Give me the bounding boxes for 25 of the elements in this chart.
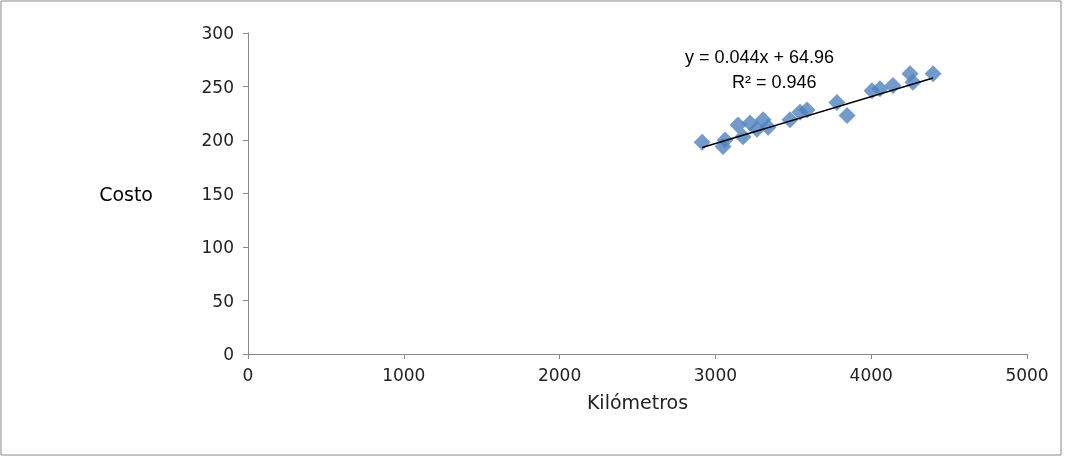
point — [924, 65, 942, 83]
y-tick-label: 150 — [201, 183, 234, 204]
y-tick-label: 0 — [223, 344, 234, 364]
point — [838, 106, 856, 124]
y-axis-title: Costo — [99, 182, 153, 205]
y-tick-label: 300 — [201, 23, 234, 43]
y-tick-label: 250 — [201, 76, 234, 97]
x-axis-title: Kilómetros — [586, 390, 689, 413]
point — [884, 76, 902, 94]
y-tick-label: 200 — [201, 130, 234, 150]
x-tick-label: 2000 — [537, 364, 582, 385]
x-tick-label: 5000 — [1005, 364, 1049, 385]
x-tick-label: 3000 — [693, 364, 738, 385]
x-tick-label: 4000 — [849, 364, 893, 385]
point — [729, 116, 747, 134]
x-tick-label: 1000 — [382, 364, 426, 385]
annotation: R² = 0.946 — [732, 72, 817, 92]
y-tick-label: 50 — [212, 290, 234, 311]
x-tick-label: 0 — [242, 364, 254, 385]
y-tick-label: 100 — [201, 237, 234, 257]
point — [871, 80, 889, 98]
point — [693, 133, 711, 151]
point — [798, 101, 816, 119]
point — [828, 94, 846, 112]
annotation: y = 0.044x + 64.96 — [685, 47, 835, 67]
